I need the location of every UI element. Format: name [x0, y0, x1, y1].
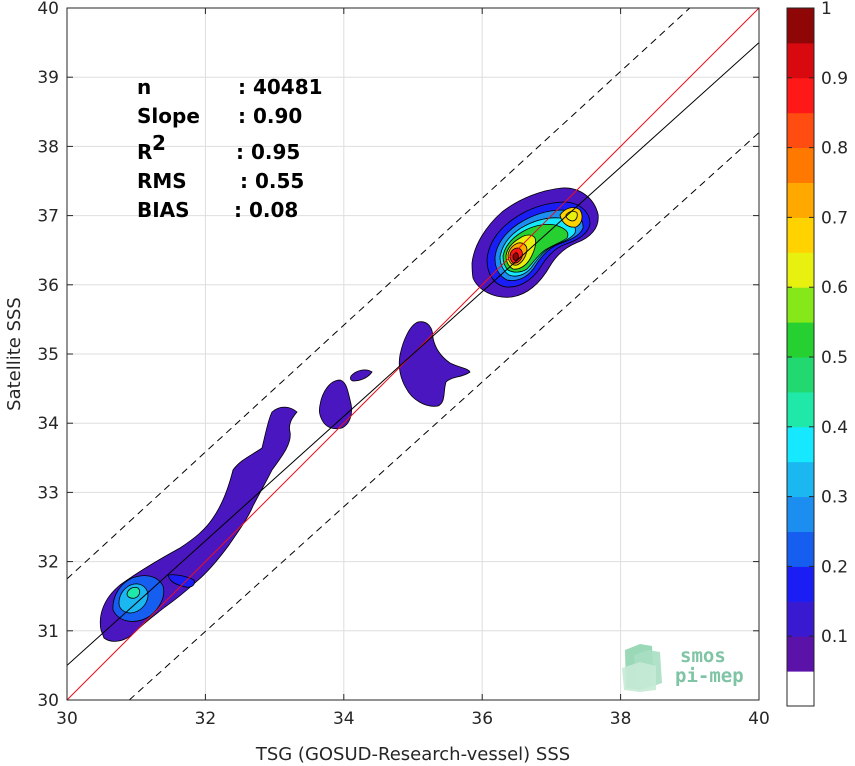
axis-ticks: 30 32 34 36 38 40 30 31 32 33 34 35 36 37 38 39 40: [37, 0, 769, 729]
colorbar-segment: [787, 112, 814, 149]
colorbar-tick-label: 0.8: [821, 139, 848, 159]
x-tick-label: 38: [610, 709, 632, 729]
x-tick-label: 30: [56, 709, 78, 729]
stat-label: RMS: [137, 169, 187, 193]
stat-value: : 0.95: [236, 140, 300, 164]
colorbar: 0.1 0.2 0.3 0.4 0.5 0.6 0.7 0.8 0.9 1: [786, 0, 848, 707]
stat-value: : 40481: [238, 75, 323, 99]
stats-block: n : 40481 Slope : 0.90 R 2 : 0.95 RMS : 0.55 BIAS…: [137, 75, 323, 222]
y-axis-label: Satellite SSS: [4, 297, 25, 411]
colorbar-segment: [787, 496, 814, 532]
y-tick-label: 38: [37, 137, 59, 157]
colorbar-segment: [787, 8, 814, 44]
y-tick-label: 32: [37, 553, 59, 573]
colorbar-segment: [787, 461, 814, 498]
smos-pimep-logo: smos pi-mep: [622, 644, 744, 692]
colorbar-segment: [787, 252, 814, 288]
y-tick-label: 40: [37, 0, 59, 19]
colorbar-segment: [787, 147, 814, 183]
x-tick-label: 34: [333, 709, 355, 729]
colorbar-segment: [787, 566, 814, 602]
regression-line: [67, 42, 759, 666]
logo-mark-icon: [622, 644, 662, 692]
colorbar-segment: [787, 42, 814, 79]
colorbar-segment: [787, 322, 814, 358]
colorbar-segment: [787, 426, 814, 463]
stat-label: Slope: [137, 104, 200, 128]
stat-label-superscript: 2: [152, 131, 166, 155]
reference-lines: [67, 8, 759, 700]
y-tick-label: 33: [37, 483, 59, 503]
colorbar-segment: [787, 636, 814, 672]
colorbar-segment: [787, 77, 814, 114]
y-tick-label: 30: [37, 691, 59, 711]
colorbar-segment: [787, 531, 814, 567]
y-tick-label: 36: [37, 276, 59, 296]
y-tick-label: 39: [37, 68, 59, 88]
colorbar-tick-label: 0.5: [821, 348, 848, 368]
colorbar-segment: [787, 357, 814, 393]
colorbar-tick-label: 0.3: [821, 488, 848, 508]
upper-bound-line: [67, 8, 691, 580]
stat-value: : 0.55: [240, 169, 304, 193]
stat-value: : 0.08: [234, 198, 298, 222]
density-contours: [99, 187, 599, 642]
density-region-upright-9: [512, 252, 519, 261]
colorbar-tick-label: 0.4: [821, 418, 848, 438]
logo-text-line1: smos: [680, 645, 726, 667]
colorbar-segment: [787, 391, 814, 428]
stat-value: : 0.90: [238, 104, 302, 128]
colorbar-segment: [787, 287, 814, 323]
x-tick-label: 32: [195, 709, 217, 729]
colorbar-segment: [787, 601, 814, 637]
density-region-lowleft-4: [126, 586, 141, 599]
colorbar-tick-label: 0.9: [821, 69, 848, 89]
x-axis-label: TSG (GOSUD-Research-vessel) SSS: [255, 744, 570, 765]
stat-label: n: [137, 75, 151, 99]
y-tick-label: 37: [37, 207, 59, 227]
colorbar-segment: [787, 671, 814, 707]
colorbar-tick-label: 1: [821, 0, 832, 19]
colorbar-segment: [787, 217, 814, 253]
density-region-lowleft-wing: [167, 574, 195, 588]
colorbar-tick-label: 0.6: [821, 278, 848, 298]
x-tick-label: 40: [748, 709, 770, 729]
colorbar-tick-label: 0.1: [821, 627, 848, 647]
y-tick-label: 34: [37, 414, 59, 434]
stat-label: R: [137, 140, 152, 164]
y-tick-label: 31: [37, 622, 59, 642]
density-region-mid-3: [398, 321, 471, 407]
logo-text-line2: pi-mep: [675, 665, 744, 687]
y-tick-label: 35: [37, 345, 59, 365]
stat-label: BIAS: [137, 198, 190, 222]
density-region-mid-2: [350, 369, 373, 382]
colorbar-segment: [787, 182, 814, 218]
lower-bound-line: [128, 132, 759, 700]
colorbar-tick-label: 0.2: [821, 557, 848, 577]
colorbar-tick-label: 0.7: [821, 208, 848, 228]
x-tick-label: 36: [471, 709, 493, 729]
